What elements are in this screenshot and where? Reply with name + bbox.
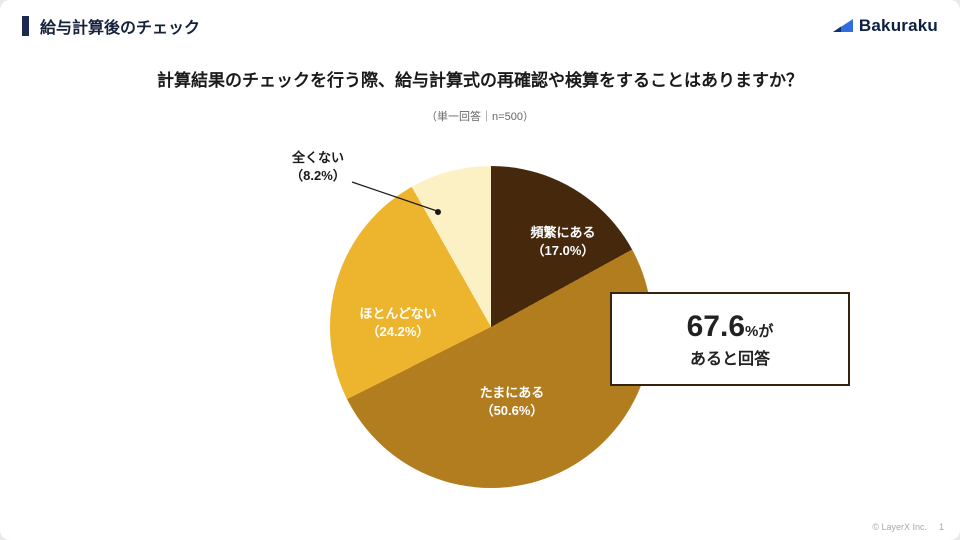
pie-chart [330, 166, 652, 488]
callout-percent: 67.6 [686, 309, 746, 343]
segment-name: 全くない [291, 149, 345, 165]
header-title: 給与計算後のチェック [40, 20, 201, 37]
segment-name: 頻繁にある [530, 224, 596, 240]
callout-text: あると回答 [689, 350, 770, 368]
segment-value: （8.2%） [290, 168, 346, 183]
footer-page-number: 1 [938, 522, 944, 532]
footer: © LayerX Inc. 1 [872, 522, 944, 532]
footer-copyright: © LayerX Inc. [872, 522, 927, 532]
callout-box: 67.6%が あると回答 [610, 292, 850, 386]
pie-segment-label: ほとんどない （24.2%） [359, 305, 436, 341]
chart-area: 頻繁にある （17.0%） たまにある （50.6%） ほとんどない （24.2… [0, 130, 960, 522]
pie-segment-label: たまにある （50.6%） [480, 384, 545, 420]
pie-segment-label: 全くない （8.2%） [290, 149, 346, 185]
segment-value: （50.6%） [480, 403, 544, 418]
chart-title: 計算結果のチェックを行う際、給与計算式の再確認や検算をすることはありますか？ [157, 71, 803, 90]
header-left: 給与計算後のチェック [22, 14, 200, 38]
callout-percent-suffix: %が [745, 322, 774, 340]
chart-subtitle: （単一回答｜n=500） [426, 111, 534, 123]
segment-name: ほとんどない [359, 305, 437, 321]
segment-value: （24.2%） [366, 324, 430, 339]
bakuraku-logo: Bakuraku [832, 16, 938, 36]
segment-value: （17.0%） [531, 243, 595, 258]
bakuraku-logo-icon [832, 19, 853, 32]
callout-percent-line: 67.6%が [687, 310, 774, 343]
header-accent-bar [22, 16, 29, 36]
header: 給与計算後のチェック Bakuraku [0, 12, 960, 40]
segment-name: たまにある [479, 384, 545, 400]
bakuraku-logo-text: Bakuraku [858, 16, 938, 35]
pie-segment-label: 頻繁にある （17.0%） [530, 224, 595, 260]
